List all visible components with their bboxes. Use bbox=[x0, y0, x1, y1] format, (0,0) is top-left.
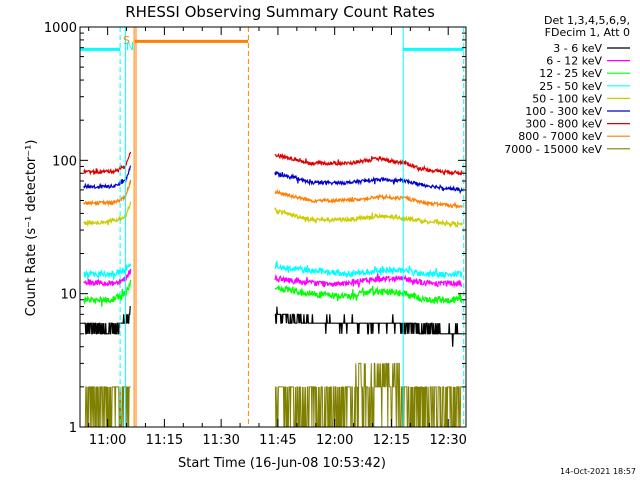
series-50-100-kev bbox=[83, 201, 463, 228]
y-axis-label: Count Rate (s⁻¹ detector⁻¹) bbox=[24, 140, 39, 317]
series-6-12-kev bbox=[83, 268, 463, 289]
series-line-100-300-kev-after bbox=[274, 170, 463, 195]
series-line-7000-15000-kev-after bbox=[274, 362, 463, 428]
legend-header-line: FDecim 1, Att 0 bbox=[545, 26, 630, 39]
legend: Det 1,3,4,5,6,9,FDecim 1, Att 0 3 - 6 keV… bbox=[504, 14, 630, 156]
night-marker: N bbox=[126, 40, 134, 53]
legend-label-800-7000-kev: 800 - 7000 keV bbox=[518, 130, 602, 143]
x-axis-label: Start Time (16-Jun-08 10:53:42) bbox=[178, 456, 386, 471]
y-tick-label: 1 bbox=[69, 421, 77, 436]
series-line-12-25-kev-after bbox=[274, 284, 463, 305]
x-tick-label: 12:15 bbox=[373, 433, 410, 448]
saa-marker: S bbox=[123, 34, 130, 47]
series-line-7000-15000-kev-before bbox=[83, 386, 131, 428]
series-line-6-12-kev-after bbox=[274, 273, 463, 289]
legend-label-300-800-kev: 300 - 800 keV bbox=[525, 118, 602, 131]
ticks-layer: 11:00 11:15 11:30 11:45 12:00 12:15 12:30 1 10 10… bbox=[44, 21, 467, 448]
series-800-7000-kev bbox=[83, 179, 463, 210]
legend-label-100-300-kev: 100 - 300 keV bbox=[525, 105, 602, 118]
series-line-6-12-kev-before bbox=[83, 268, 132, 288]
series-layer bbox=[83, 151, 463, 428]
series-line-50-100-kev-before bbox=[83, 201, 132, 227]
legend-label-25-50-kev: 25 - 50 keV bbox=[539, 80, 602, 93]
legend-label-50-100-kev: 50 - 100 keV bbox=[532, 92, 602, 105]
x-tick-label: 11:15 bbox=[146, 433, 183, 448]
series-300-800-kev bbox=[83, 151, 463, 177]
footer-date: 14-Oct-2021 18:57 bbox=[560, 467, 636, 476]
x-tick-label: 12:30 bbox=[429, 433, 466, 448]
series-line-300-800-kev-before bbox=[83, 151, 132, 176]
flags-layer: SN bbox=[80, 27, 465, 427]
series-line-800-7000-kev-after bbox=[274, 188, 463, 210]
x-tick-label: 11:00 bbox=[89, 433, 126, 448]
series-line-300-800-kev-after bbox=[274, 152, 463, 177]
series-line-3-6-kev-after bbox=[274, 306, 463, 347]
series-line-3-6-kev-before bbox=[83, 306, 131, 335]
chart-title: RHESSI Observing Summary Count Rates bbox=[125, 3, 435, 21]
series-line-12-25-kev-before bbox=[83, 279, 132, 307]
x-tick-label: 11:45 bbox=[259, 433, 296, 448]
series-100-300-kev bbox=[83, 165, 463, 195]
series-25-50-kev bbox=[83, 260, 463, 280]
series-line-800-7000-kev-before bbox=[83, 179, 132, 207]
series-7000-15000-kev bbox=[83, 362, 463, 428]
legend-label-3-6-kev: 3 - 6 keV bbox=[553, 42, 602, 55]
series-line-25-50-kev-before bbox=[83, 262, 132, 280]
y-tick-label: 100 bbox=[52, 154, 77, 169]
series-line-100-300-kev-before bbox=[83, 165, 132, 190]
legend-label-7000-15000-kev: 7000 - 15000 keV bbox=[504, 143, 602, 156]
y-tick-label: 1000 bbox=[44, 21, 77, 36]
series-12-25-kev bbox=[83, 279, 463, 307]
legend-label-6-12-kev: 6 - 12 keV bbox=[546, 55, 602, 68]
legend-label-12-25-kev: 12 - 25 keV bbox=[539, 67, 602, 80]
plot-frame bbox=[79, 26, 467, 428]
legend-header-line: Det 1,3,4,5,6,9, bbox=[544, 14, 630, 27]
y-tick-label: 10 bbox=[60, 288, 77, 303]
x-tick-label: 11:30 bbox=[202, 433, 239, 448]
series-3-6-kev bbox=[83, 306, 463, 347]
series-line-25-50-kev-after bbox=[274, 260, 463, 279]
x-tick-label: 12:00 bbox=[316, 433, 353, 448]
series-line-50-100-kev-after bbox=[274, 207, 463, 228]
